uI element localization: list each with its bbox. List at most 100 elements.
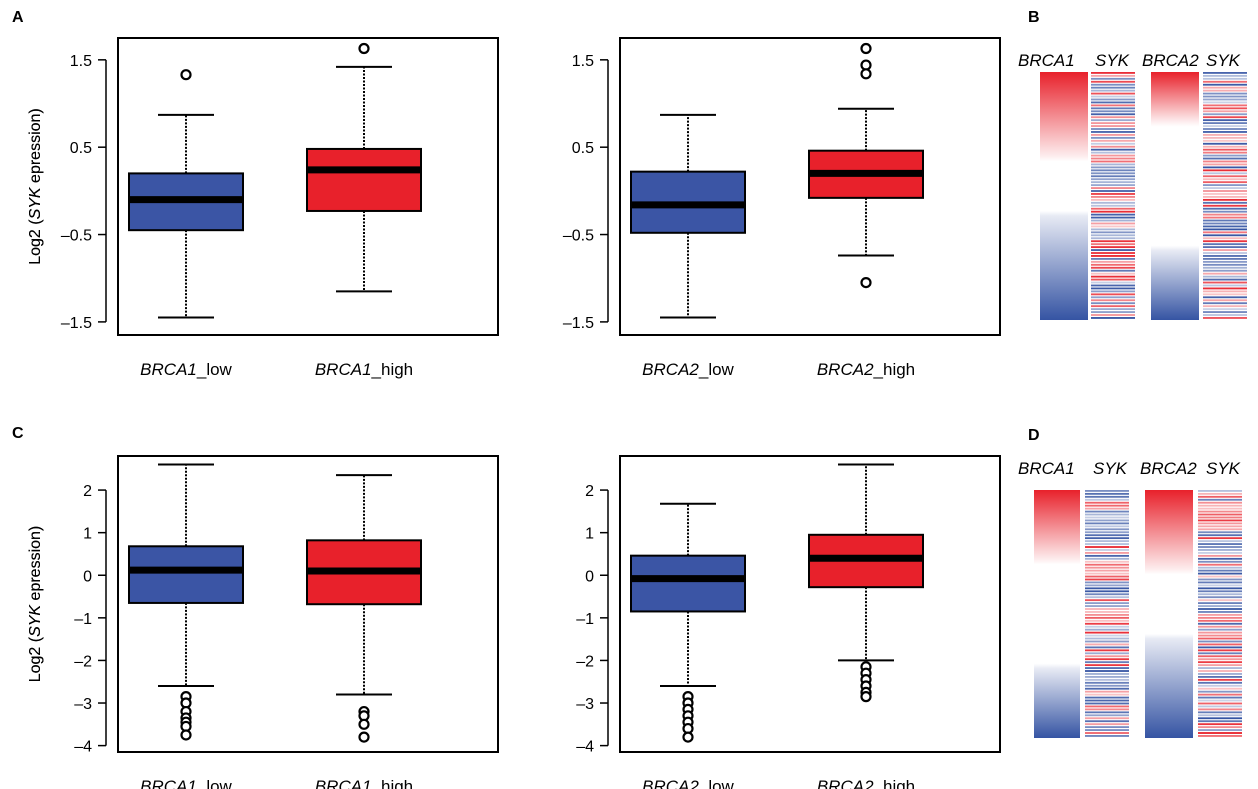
stripe-row (1203, 204, 1247, 207)
stripe-row (1203, 249, 1247, 251)
stripe-row (1085, 543, 1129, 545)
stripe-row (1091, 308, 1135, 311)
stripe-row (1085, 696, 1129, 699)
stripe-row (1198, 554, 1242, 557)
stripe-row (1091, 193, 1135, 195)
stripe-row (1198, 581, 1242, 584)
stripe-row (1198, 563, 1242, 566)
stripe-row (1091, 172, 1135, 175)
box-iqr (630, 554, 746, 613)
stripe-row (1091, 169, 1135, 172)
heatmap-expression-gradient (1040, 72, 1088, 320)
stripe-row (1085, 622, 1129, 625)
stripe-row (1091, 163, 1135, 166)
stripe-row (1091, 72, 1135, 74)
stripe-row (1203, 101, 1247, 104)
stripe-row (1203, 252, 1247, 254)
stripe-row (1203, 231, 1247, 234)
y-tick-label: 1.5 (572, 53, 594, 70)
stripe-row (1091, 243, 1135, 246)
stripe-row (1203, 136, 1247, 139)
y-tick-label: 2 (83, 483, 92, 500)
boxplot-a: –1.5 –0.5 0.5 1.5 Log2 (SYK epression) BRCA1_… (27, 37, 499, 379)
stripe-row (1091, 266, 1135, 269)
stripe-row (1203, 98, 1247, 101)
stripe-row (1198, 543, 1242, 545)
stripe-row (1198, 673, 1242, 675)
stripe-row (1203, 287, 1247, 290)
stripe-row (1085, 714, 1129, 717)
stripe-row (1198, 678, 1242, 681)
stripe-row (1091, 252, 1135, 254)
stripe-row (1091, 148, 1135, 151)
box-brca1-low: BRCA1_low (128, 463, 244, 789)
stripe-row (1091, 249, 1135, 251)
outlier-point (358, 731, 370, 743)
stripe-row (1198, 519, 1242, 522)
stripe-row (1091, 160, 1135, 163)
stripe-row (1091, 201, 1135, 204)
stripe-row (1091, 225, 1135, 228)
stripe-row (1091, 272, 1135, 275)
y-tick-label: –2 (74, 653, 92, 670)
plot-frame (619, 37, 1001, 336)
box-brca2-low: BRCA2_low (630, 502, 746, 789)
stripe-row (1203, 139, 1247, 142)
stripe-row (1085, 634, 1129, 637)
y-tick-label: 1 (83, 526, 92, 543)
stripe-row (1198, 684, 1242, 687)
stripe-row (1198, 593, 1242, 596)
stripe-row (1091, 260, 1135, 263)
category-label: BRCA2_high (817, 777, 915, 789)
heatmap-syk-stripes (1091, 72, 1135, 319)
stripe-row (1085, 661, 1129, 664)
stripe-row (1085, 599, 1129, 602)
stripe-row (1198, 619, 1242, 622)
stripe-row (1203, 86, 1247, 89)
y-tick-label: 0 (585, 568, 594, 585)
stripe-row (1085, 628, 1129, 631)
plot-frame (117, 37, 499, 336)
stripe-row (1091, 74, 1135, 77)
stripe-row (1198, 664, 1242, 667)
stripe-row (1085, 732, 1129, 734)
stripe-row (1091, 290, 1135, 293)
gradient-bar (1040, 72, 1088, 320)
stripe-row (1085, 655, 1129, 658)
category-label: BRCA1_high (315, 360, 413, 379)
stripe-row (1085, 711, 1129, 714)
stripe-row (1203, 131, 1247, 133)
y-tick-label: –1.5 (563, 315, 594, 332)
heatmap-header: SYK (1095, 51, 1130, 70)
stripe-row (1091, 222, 1135, 225)
stripe-row (1085, 673, 1129, 675)
stripe-row (1203, 116, 1247, 119)
stripe-row (1198, 590, 1242, 593)
stripe-row (1091, 287, 1135, 290)
stripe-row (1085, 540, 1129, 543)
stripe-row (1203, 216, 1247, 219)
stripe-row (1091, 83, 1135, 86)
stripe-row (1091, 151, 1135, 154)
panel-label-a: A (12, 9, 24, 26)
stripe-row (1198, 549, 1242, 551)
panel-label-d: D (1028, 427, 1040, 444)
stripe-row (1198, 729, 1242, 731)
stripe-row (1198, 667, 1242, 669)
stripe-row (1198, 658, 1242, 661)
stripe-row (1091, 296, 1135, 299)
stripe-row (1203, 219, 1247, 222)
stripe-row (1091, 113, 1135, 116)
stripe-row (1085, 625, 1129, 628)
stripe-row (1085, 581, 1129, 584)
stripe-row (1203, 284, 1247, 287)
stripe-row (1091, 219, 1135, 222)
stripe-row (1203, 210, 1247, 213)
y-tick-label: 2 (585, 483, 594, 500)
stripe-row (1198, 693, 1242, 696)
stripe-row (1091, 246, 1135, 249)
stripe-row (1203, 305, 1247, 308)
stripe-row (1198, 714, 1242, 717)
heatmap-expression-gradient (1034, 490, 1080, 738)
